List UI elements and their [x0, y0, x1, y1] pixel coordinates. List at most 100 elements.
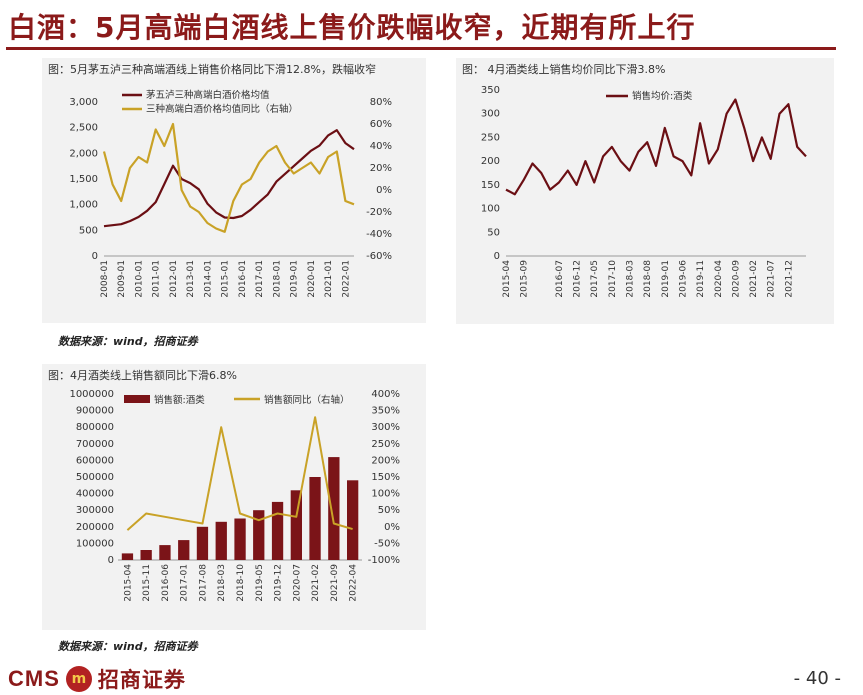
x-tick-label: 2017-10: [608, 260, 618, 298]
y-tick-label: 50: [487, 227, 500, 238]
title-divider: [6, 47, 836, 50]
series-line-1: [103, 129, 355, 228]
logo-company-name: 招商证券: [97, 668, 186, 692]
y-tick-label-right: 350%: [371, 406, 400, 417]
y-tick-label-left: 0: [92, 251, 98, 262]
y-tick-label-left: 800000: [76, 422, 114, 433]
y-tick-label-left: 1,500: [69, 174, 98, 185]
y-tick-label-right: -40%: [366, 229, 392, 240]
bar: [234, 518, 246, 560]
y-tick-label-right: 0%: [376, 185, 392, 196]
series-line-2: [102, 122, 355, 233]
x-tick-label: 2017-08: [198, 564, 208, 602]
x-tick-label: 2010-01: [134, 260, 144, 298]
y-tick-label-left: 900000: [76, 406, 114, 417]
x-tick-label: 2009-01: [117, 260, 127, 298]
x-tick-label: 2018-08: [643, 260, 653, 298]
y-tick-label-right: 100%: [371, 489, 400, 500]
legend-swatch: [124, 395, 150, 403]
x-tick-label: 2020-04: [714, 260, 724, 298]
bar: [347, 480, 359, 560]
x-tick-label: 2018-01: [272, 260, 282, 298]
y-tick-label-right: 400%: [371, 389, 400, 400]
series-line-1: [505, 98, 807, 196]
x-tick-label: 2018-03: [626, 260, 636, 298]
x-tick-label: 2019-01: [661, 260, 671, 298]
y-tick-label: 100: [481, 204, 500, 215]
y-tick-label-right: 0%: [384, 522, 400, 533]
y-tick-label: 250: [481, 132, 500, 143]
x-tick-label: 2022-01: [341, 260, 351, 298]
bar: [290, 490, 302, 560]
x-tick-label: 2020-01: [307, 260, 317, 298]
y-tick-label-left: 300000: [76, 505, 114, 516]
x-tick-label: 2016-01: [238, 260, 248, 298]
x-tick-label: 2019-05: [255, 564, 265, 602]
x-tick-label: 2021-12: [784, 260, 794, 298]
y-tick-label-left: 200000: [76, 522, 114, 533]
x-tick-label: 2017-01: [180, 564, 190, 602]
x-tick-label: 2021-01: [324, 260, 334, 298]
y-tick-label-left: 500: [79, 225, 98, 236]
logo-emblem-icon: m: [65, 666, 92, 692]
y-tick-label-left: 400000: [76, 489, 114, 500]
legend-label: 销售额同比（右轴）: [264, 394, 350, 406]
x-tick-label: 2012-01: [169, 260, 179, 298]
data-source-note-2: 数据来源：wind，招商证券: [58, 640, 198, 653]
y-tick-label: 350: [481, 85, 500, 96]
y-tick-label: 200: [481, 156, 500, 167]
y-tick-label-right: 20%: [370, 163, 392, 174]
y-tick-label-right: 250%: [371, 439, 400, 450]
x-tick-label: 2020-07: [292, 564, 302, 602]
chart-title-avg-price: 图： 4月酒类线上销售均价同比下滑3.8%: [462, 63, 666, 76]
y-tick-label-right: -20%: [366, 207, 392, 218]
data-source-note: 数据来源：wind，招商证券: [58, 335, 198, 348]
legend-label: 三种高端白酒价格均值同比（右轴）: [146, 103, 298, 115]
bar: [309, 477, 321, 560]
bar: [271, 501, 284, 560]
bar: [253, 510, 265, 560]
bar: [215, 521, 227, 560]
chart-sales: 0 100000 200000 300000 400000 500000 600000 700…: [69, 389, 400, 602]
y-tick-label-right: 60%: [370, 119, 392, 130]
chart-title-sales: 图：4月酒类线上销售额同比下滑6.8%: [48, 369, 237, 382]
x-tick-label: 2014-01: [203, 260, 213, 298]
x-tick-label: 2019-06: [678, 260, 688, 298]
chart-price-yoy: 0 500 1,000 1,500 2,000 2,500 3,000 -60% -40% -20…: [69, 89, 392, 298]
y-tick-label-right: 40%: [370, 141, 392, 152]
x-tick-label: 2018-10: [236, 564, 246, 602]
x-tick-label: 2019-01: [290, 260, 300, 298]
y-tick-label: 300: [481, 109, 500, 120]
x-tick-label: 2020-09: [731, 260, 741, 298]
x-tick-label: 2018-03: [217, 564, 227, 602]
x-tick-label: 2021-07: [767, 260, 777, 298]
y-tick-label-right: 200%: [371, 455, 400, 466]
y-tick-label-right: 150%: [371, 472, 400, 483]
y-tick-label-left: 3,000: [69, 97, 98, 108]
page-number: - 40 -: [793, 668, 841, 689]
chart-panel-avg-price: 图： 4月酒类线上销售均价同比下滑3.8% 0 50 100 150 200 250 300…: [456, 58, 834, 324]
legend-label: 销售额:酒类: [154, 394, 205, 406]
legend-label: 销售均价:酒类: [632, 90, 693, 102]
x-tick-label: 2011-01: [152, 260, 162, 298]
y-tick-label-right: -50%: [374, 538, 400, 549]
x-tick-label: 2017-05: [590, 260, 600, 298]
legend-label: 茅五泸三种高端白酒价格均值: [146, 89, 270, 101]
y-tick-label-right: 50%: [378, 505, 400, 516]
company-logo: CMS m 招商证券: [8, 664, 186, 694]
x-tick-label: 2017-01: [255, 260, 265, 298]
y-tick-label-right: -60%: [366, 251, 392, 262]
logo-cms-text: CMS: [8, 666, 60, 691]
chart-panel-price-yoy: 图：5月茅五泸三种高端酒线上销售价格同比下滑12.8%，跌幅收窄 0 500 1,0…: [42, 58, 426, 323]
y-tick-label-left: 700000: [76, 439, 114, 450]
x-tick-label: 2019-11: [696, 260, 706, 298]
bar: [140, 550, 152, 560]
x-tick-label: 2015-11: [142, 564, 152, 602]
x-tick-label: 2008-01: [100, 260, 110, 298]
y-tick-label-right: 80%: [370, 97, 392, 108]
bar: [121, 553, 134, 560]
x-tick-label: 2016-07: [555, 260, 565, 298]
bar: [178, 540, 190, 560]
chart-title-price-yoy: 图：5月茅五泸三种高端酒线上销售价格同比下滑12.8%，跌幅收窄: [48, 63, 376, 76]
x-tick-label: 2013-01: [186, 260, 196, 298]
